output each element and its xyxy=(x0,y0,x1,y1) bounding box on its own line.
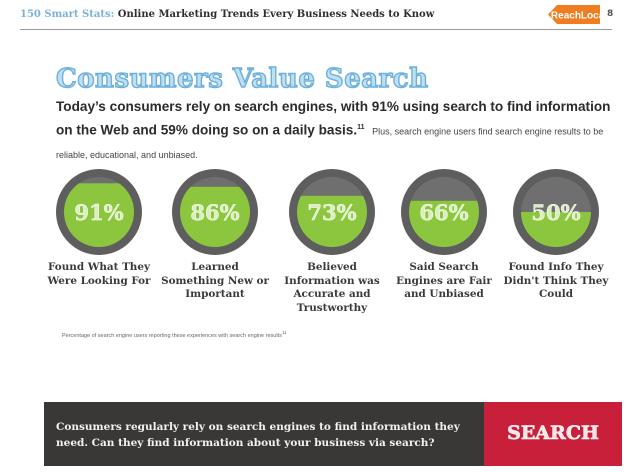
stat-label: Found Info They Didn't Think They Could xyxy=(503,261,609,300)
lead-bold: Today’s consumers rely on search engines… xyxy=(56,99,611,138)
stat-circle: 66% xyxy=(401,169,487,255)
footnote-text: Percentage of search engine users report… xyxy=(62,332,282,339)
stat-circle: 73% xyxy=(289,169,375,255)
lead-paragraph: Today’s consumers rely on search engines… xyxy=(56,96,616,166)
fill-level xyxy=(64,183,134,247)
header-series: 150 Smart Stats: xyxy=(20,9,115,20)
stat-value: 50% xyxy=(531,200,580,225)
stat-value: 66% xyxy=(419,200,468,225)
stat-circle: 91% xyxy=(56,169,142,255)
fill-level xyxy=(180,186,250,247)
logo-text: ReachLocal xyxy=(551,11,600,22)
header-title: 150 Smart Stats: Online Marketing Trends… xyxy=(20,9,434,20)
header-title-text: Online Marketing Trends Every Business N… xyxy=(117,9,435,20)
stat-label: Said Search Engines are Fair and Unbiase… xyxy=(396,261,492,300)
cta-banner: Consumers regularly rely on search engin… xyxy=(44,402,484,466)
footnote-superscript: 11 xyxy=(281,330,287,335)
stat-circle: 86% xyxy=(172,169,258,255)
stat-value: 86% xyxy=(190,200,239,225)
lead-superscript: 11 xyxy=(357,124,365,131)
page-header: 150 Smart Stats: Online Marketing Trends… xyxy=(0,0,628,30)
stat-label: Found What They Were Looking For xyxy=(47,261,151,287)
lead-rest: Plus, search engine users find search en… xyxy=(56,126,604,160)
reachlocal-logo: ReachLocal xyxy=(548,5,600,24)
stat-circle: 50% xyxy=(513,169,599,255)
stat-value: 91% xyxy=(74,200,123,225)
page-title: Consumers Value Search xyxy=(55,63,429,94)
header-divider xyxy=(20,29,612,30)
footnote: Percentage of search engine users report… xyxy=(62,330,287,339)
stat-label: Learned Something New or Important xyxy=(161,261,269,300)
stat-label: Believed Information was Accurate and Tr… xyxy=(284,261,380,314)
banner-text: Consumers regularly rely on search engin… xyxy=(56,421,460,449)
page-number: 8 xyxy=(607,9,614,19)
search-button-label: SEARCH xyxy=(507,422,599,445)
search-button[interactable]: SEARCH xyxy=(484,402,622,466)
stat-value: 73% xyxy=(307,200,356,225)
